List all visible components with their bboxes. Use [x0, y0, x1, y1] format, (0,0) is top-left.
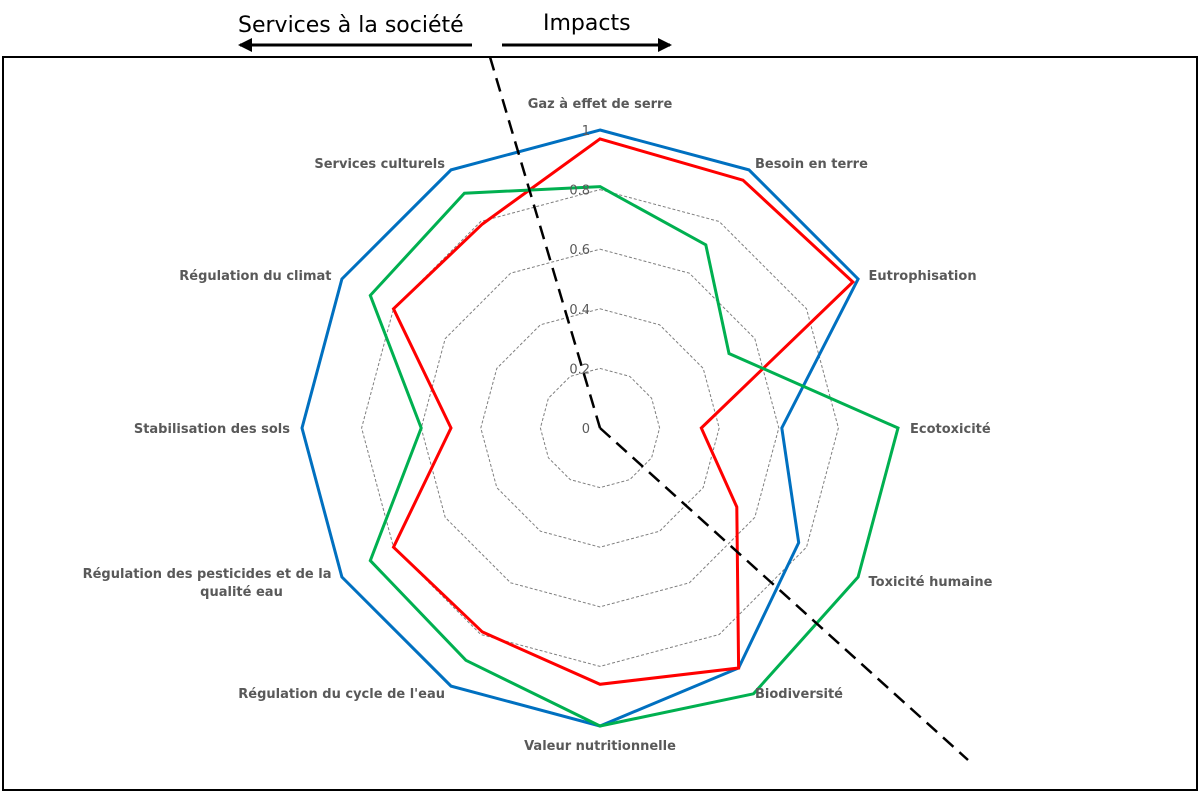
- grid-ring: [480, 308, 720, 548]
- axis-label: Régulation des pesticides et de la qualit…: [83, 567, 332, 600]
- radial-ticks: 0 0.2 0.4 0.6 0.8 1: [569, 124, 590, 437]
- tick-label: 0.4: [569, 303, 590, 318]
- grid-ring: [420, 248, 780, 608]
- series-line-1: [300, 128, 860, 728]
- axis-label: Services culturels: [314, 157, 445, 172]
- grid-ring: [539, 367, 661, 489]
- axis-labels: Gaz à effet de serre Besoin en terre Eutro…: [83, 97, 993, 754]
- axis-label: Besoin en terre: [755, 157, 868, 172]
- plot-frame: [2, 56, 1198, 791]
- series-line-3: [368, 185, 900, 728]
- tick-label: 1: [582, 124, 590, 139]
- axis-label: Biodiversité: [755, 687, 843, 702]
- axis-label: Valeur nutritionnelle: [524, 739, 676, 754]
- radar-grid: [361, 189, 839, 667]
- axis-label: Eutrophisation: [869, 269, 977, 284]
- axis-label: Gaz à effet de serre: [528, 97, 673, 112]
- axis-label: Régulation du cycle de l'eau: [238, 687, 445, 702]
- axis-label: Régulation du climat: [179, 269, 331, 284]
- axis-label: Toxicité humaine: [869, 575, 993, 590]
- divider-dashed-line-lower: [599, 427, 969, 761]
- series-line-2: [391, 137, 856, 686]
- tick-label: 0.2: [569, 362, 590, 377]
- radar-series: [300, 128, 900, 728]
- tick-label: 0.6: [569, 243, 590, 258]
- grid-ring: [361, 189, 839, 667]
- axis-label: Stabilisation des sols: [134, 422, 290, 437]
- impacts-header-label: Impacts: [543, 11, 631, 36]
- tick-label: 0.8: [569, 184, 590, 199]
- tick-label: 0: [582, 422, 590, 437]
- axis-label: Ecotoxicité: [910, 422, 991, 437]
- services-header-label: Services à la société: [238, 13, 464, 38]
